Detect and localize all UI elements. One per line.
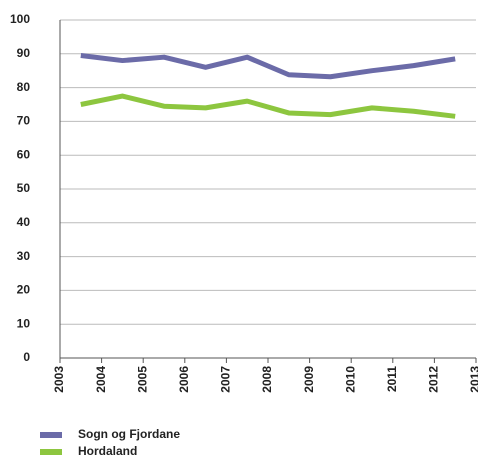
series-line	[80, 53, 456, 80]
x-tick-label: 2013	[468, 366, 478, 393]
y-tick-label: 0	[23, 350, 30, 364]
x-tick-label: 2006	[177, 366, 191, 393]
y-tick-label: 50	[17, 181, 31, 195]
series-line	[80, 93, 456, 119]
legend-label: Sogn og Fjordane	[78, 427, 180, 441]
x-tick-label: 2007	[219, 366, 233, 393]
y-tick-label: 100	[10, 12, 30, 26]
y-tick-label: 10	[17, 316, 31, 330]
x-tick-label: 2011	[385, 366, 399, 392]
legend-swatch	[40, 432, 62, 438]
y-tick-label: 30	[17, 249, 31, 263]
x-tick-label: 2004	[94, 366, 108, 393]
x-tick-label: 2009	[302, 366, 316, 393]
y-tick-label: 80	[17, 80, 31, 94]
y-tick-label: 70	[17, 114, 31, 128]
y-tick-label: 90	[17, 46, 31, 60]
y-tick-label: 40	[17, 215, 31, 229]
legend-swatch	[40, 449, 62, 455]
y-tick-label: 20	[17, 283, 31, 297]
x-tick-label: 2012	[427, 366, 441, 393]
y-tick-label: 60	[17, 147, 31, 161]
x-tick-label: 2010	[343, 366, 357, 393]
x-tick-label: 2003	[52, 366, 66, 393]
legend-label: Hordaland	[78, 444, 137, 458]
x-tick-label: 2005	[135, 366, 149, 393]
x-tick-label: 2008	[260, 366, 274, 393]
